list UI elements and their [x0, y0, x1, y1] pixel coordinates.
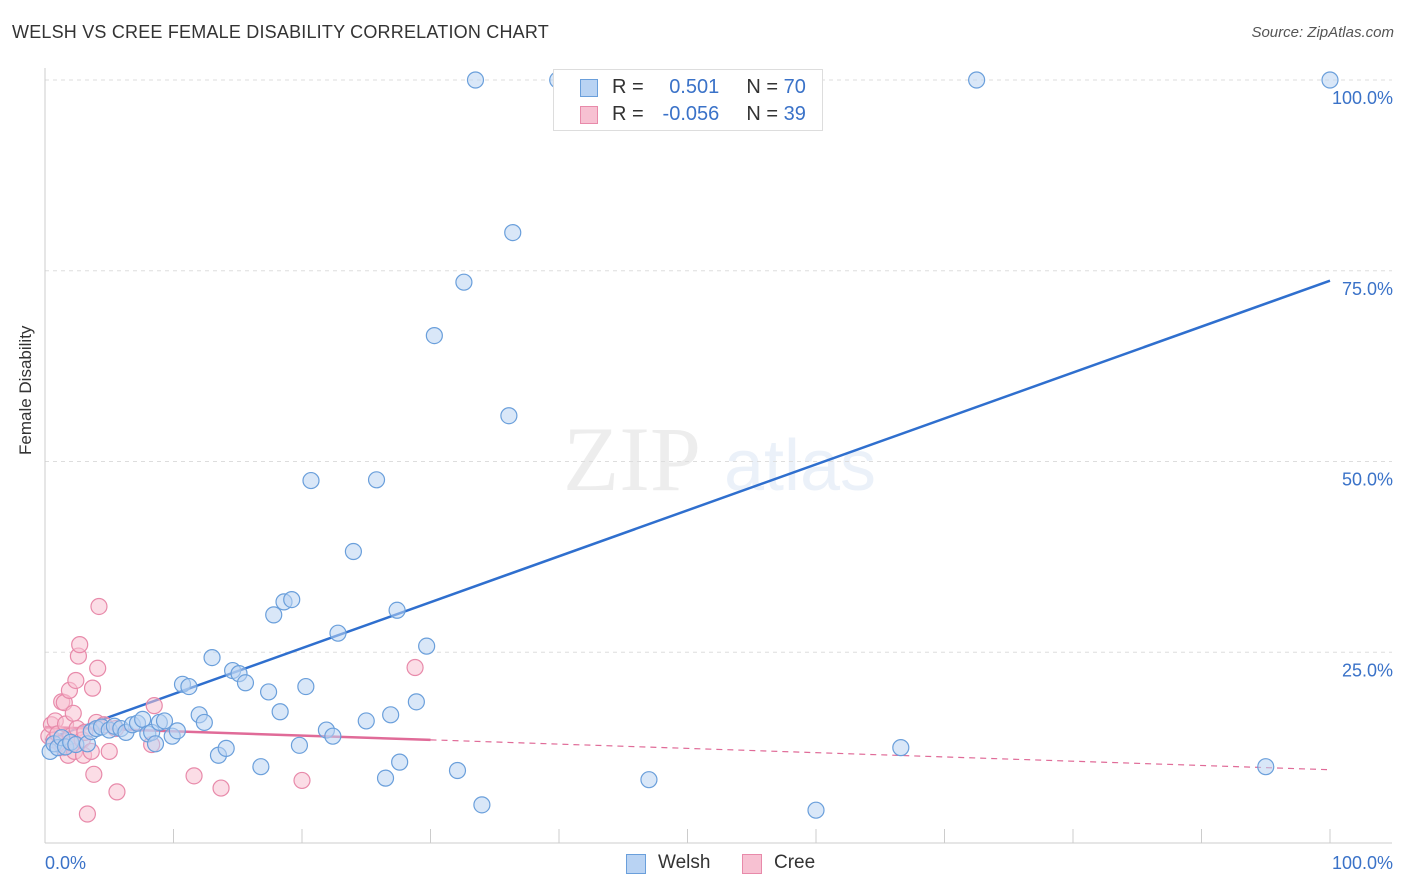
cree-point — [145, 697, 163, 715]
axes — [44, 68, 1392, 844]
cree-legend-label: Cree — [774, 852, 816, 873]
y-axis-label: Female Disability — [16, 325, 35, 455]
y-tick-label: 25.0% — [1342, 660, 1393, 680]
cree-point — [71, 636, 89, 654]
welsh-point — [302, 471, 320, 490]
welsh-point — [388, 601, 406, 619]
welsh-point — [640, 771, 658, 789]
cree-point — [90, 597, 108, 616]
series-legend: Welsh Cree — [0, 852, 1406, 876]
welsh-trend-line — [44, 279, 1331, 742]
welsh-legend-label: Welsh — [658, 852, 711, 873]
welsh-point — [455, 273, 473, 291]
welsh-point — [367, 471, 386, 489]
y-tick-label: 100.0% — [1332, 88, 1393, 108]
welsh-r-value: 0.501 — [669, 76, 720, 98]
tick-labels: 25.0% 50.0% 75.0% 100.0% 0.0% 100.0% — [45, 88, 1393, 873]
cree-point — [83, 679, 102, 697]
welsh-point — [425, 327, 443, 345]
data-points — [40, 71, 1339, 823]
welsh-point — [407, 693, 425, 711]
welsh-point — [968, 71, 986, 89]
x-tick-label: 0.0% — [45, 853, 86, 873]
cree-point — [108, 783, 126, 801]
cree-legend-swatch — [742, 854, 762, 874]
watermark-zip: ZIP — [563, 408, 701, 510]
welsh-point — [329, 624, 347, 642]
welsh-point — [290, 736, 309, 754]
welsh-n-label: N = — [746, 76, 779, 98]
cree-r-value: -0.056 — [662, 103, 720, 125]
source-label: Source: ZipAtlas.com — [1251, 24, 1394, 41]
welsh-point — [1257, 758, 1275, 776]
welsh-point — [376, 769, 395, 787]
y-tick-label: 50.0% — [1342, 470, 1393, 490]
cree-point — [85, 765, 103, 783]
welsh-point — [504, 224, 522, 242]
welsh-point — [271, 703, 289, 721]
welsh-n-value: 70 — [783, 76, 806, 98]
cree-point — [293, 771, 311, 790]
trend-lines — [44, 279, 1331, 771]
cree-point — [406, 658, 424, 677]
welsh-point — [344, 542, 362, 561]
cree-r-label: R = — [612, 103, 644, 125]
welsh-point — [259, 683, 278, 701]
welsh-point — [1321, 71, 1339, 89]
welsh-point — [357, 712, 375, 730]
welsh-point — [168, 722, 186, 740]
welsh-point — [448, 761, 467, 780]
welsh-point — [807, 801, 825, 819]
y-tick-label: 75.0% — [1342, 279, 1393, 299]
welsh-point — [180, 677, 198, 696]
welsh-point — [283, 591, 301, 609]
welsh-point — [146, 735, 165, 753]
welsh-point — [195, 713, 213, 732]
welsh-point — [236, 674, 255, 692]
welsh-point — [382, 706, 400, 724]
x-tick-label: 100.0% — [1332, 853, 1393, 873]
welsh-point — [217, 739, 235, 757]
cree-point — [64, 704, 82, 722]
welsh-point — [391, 753, 409, 771]
welsh-point — [203, 648, 221, 667]
cree-swatch — [580, 106, 598, 124]
cree-trend-line-extension — [430, 739, 1331, 771]
welsh-point — [892, 739, 910, 757]
welsh-point — [324, 727, 342, 745]
cree-n-label: N = — [746, 103, 779, 125]
welsh-swatch — [580, 79, 598, 97]
welsh-point — [473, 796, 491, 814]
stats-legend: R = 0.501 N = 70 R = -0.056 N = 39 — [553, 69, 823, 131]
welsh-point — [265, 606, 283, 624]
welsh-r-label: R = — [612, 76, 644, 98]
cree-point — [67, 671, 85, 690]
welsh-point — [297, 677, 315, 696]
cree-point — [78, 805, 97, 823]
cree-point — [185, 767, 203, 785]
cree-point — [100, 742, 118, 761]
cree-point — [89, 659, 107, 677]
welsh-point — [155, 712, 174, 730]
gridlines — [45, 79, 1392, 653]
welsh-point — [252, 758, 270, 776]
welsh-point — [418, 637, 436, 655]
cree-n-value: 39 — [783, 103, 806, 125]
welsh-legend-swatch — [626, 854, 646, 874]
welsh-point — [500, 407, 518, 425]
cree-point — [212, 779, 230, 797]
chart-title: WELSH VS CREE FEMALE DISABILITY CORRELAT… — [12, 22, 549, 42]
watermark-atlas: atlas — [724, 426, 876, 506]
welsh-point — [466, 71, 485, 89]
